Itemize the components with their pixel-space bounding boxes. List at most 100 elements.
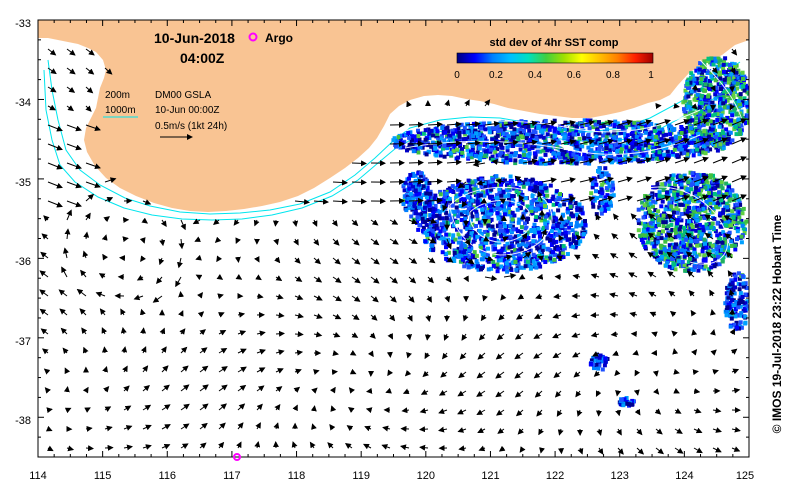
velocity-arrow	[554, 390, 562, 398]
velocity-arrow	[294, 349, 304, 356]
velocity-arrow	[655, 447, 664, 455]
isobath-200m	[47, 59, 741, 215]
velocity-arrow	[313, 257, 321, 265]
velocity-arrow	[731, 118, 747, 126]
velocity-arrow	[370, 314, 378, 321]
velocity-arrow	[313, 276, 323, 283]
velocity-arrow	[729, 308, 736, 316]
velocity-arrow	[533, 352, 543, 359]
velocity-arrow	[615, 409, 622, 417]
land-australia	[38, 20, 749, 212]
velocity-arrow	[514, 175, 524, 183]
velocity-arrow	[237, 384, 247, 392]
velocity-arrow	[40, 328, 49, 335]
velocity-arrow	[234, 256, 241, 263]
velocity-arrow	[725, 251, 733, 259]
velocity-arrow	[731, 426, 741, 433]
velocity-arrow	[294, 368, 302, 375]
velocity-arrow	[103, 216, 110, 223]
velocity-arrow	[351, 276, 361, 284]
velocity-arrow	[142, 384, 150, 392]
velocity-arrow	[674, 156, 690, 164]
velocity-arrow	[459, 352, 467, 360]
velocity-arrow	[41, 233, 49, 240]
velocity-arrow	[560, 120, 576, 126]
velocity-arrow	[576, 409, 583, 417]
velocity-arrow	[476, 371, 486, 379]
velocity-arrow	[674, 408, 682, 414]
velocity-arrow	[218, 422, 226, 430]
velocity-arrow	[674, 447, 684, 454]
velocity-arrow	[710, 84, 716, 92]
velocity-arrow	[408, 276, 417, 284]
velocity-arrow	[712, 427, 722, 433]
velocity-arrow	[503, 273, 517, 279]
velocity-arrow	[579, 176, 595, 183]
velocity-arrow	[480, 314, 487, 322]
velocity-arrow	[104, 177, 117, 184]
velocity-arrow	[731, 368, 740, 375]
velocity-arrow	[647, 271, 657, 278]
velocity-arrow	[426, 295, 432, 303]
velocity-arrow	[180, 365, 189, 373]
velocity-arrow	[47, 143, 63, 151]
velocity-arrow	[123, 444, 133, 451]
velocity-arrow	[408, 178, 424, 185]
velocity-arrow	[381, 444, 391, 450]
velocity-arrow	[404, 369, 412, 377]
velocity-arrow	[43, 215, 50, 222]
velocity-arrow	[422, 370, 429, 378]
x-tick-label: 116	[159, 470, 177, 482]
velocity-arrow	[553, 293, 562, 300]
velocity-arrow	[237, 330, 247, 336]
velocity-arrow	[647, 251, 657, 259]
velocity-arrow	[349, 368, 357, 375]
velocity-arrow	[628, 272, 638, 278]
velocity-arrow	[332, 313, 342, 320]
velocity-arrow	[446, 121, 462, 128]
velocity-arrow	[136, 274, 144, 281]
velocity-arrow	[370, 295, 379, 303]
velocity-arrow	[293, 386, 301, 393]
velocity-arrow	[552, 332, 562, 339]
plot-area	[38, 20, 749, 457]
velocity-arrow	[103, 386, 110, 393]
velocity-arrow	[291, 441, 298, 449]
velocity-arrow	[610, 331, 619, 338]
velocity-arrow	[199, 365, 209, 373]
velocity-arrow	[387, 369, 394, 377]
argo-label: Argo	[265, 31, 293, 45]
x-tick-label: 123	[611, 470, 629, 482]
velocity-arrow	[712, 175, 728, 183]
velocity-arrow	[387, 332, 393, 340]
velocity-arrow	[522, 158, 538, 165]
velocity-arrow	[389, 295, 397, 303]
velocity-arrow	[370, 219, 379, 226]
velocity-arrow	[579, 138, 595, 145]
velocity-arrow	[85, 124, 101, 132]
velocity-arrow	[351, 179, 367, 186]
velocity-arrow	[522, 139, 538, 146]
velocity-arrow	[503, 120, 519, 127]
velocity-arrow	[438, 426, 448, 433]
velocity-arrow	[425, 314, 432, 322]
velocity-arrow	[593, 233, 600, 240]
velocity-arrow	[363, 443, 372, 450]
velocity-arrow	[446, 178, 462, 185]
velocity-arrow	[364, 425, 372, 432]
velocity-arrow	[275, 368, 284, 374]
velocity-arrow	[351, 332, 359, 338]
velocity-arrow	[180, 403, 190, 411]
legend-200m: 200m	[105, 90, 130, 101]
velocity-arrow	[541, 120, 557, 127]
velocity-arrow	[177, 257, 183, 269]
velocity-arrow	[161, 424, 171, 430]
velocity-arrow	[85, 86, 94, 94]
velocity-arrow	[672, 348, 679, 355]
velocity-arrow	[233, 219, 240, 226]
x-tick-label: 122	[546, 470, 564, 482]
velocity-arrow	[556, 255, 564, 262]
velocity-arrow	[407, 314, 413, 322]
velocity-arrow	[62, 347, 69, 355]
velocity-arrow	[47, 48, 57, 56]
